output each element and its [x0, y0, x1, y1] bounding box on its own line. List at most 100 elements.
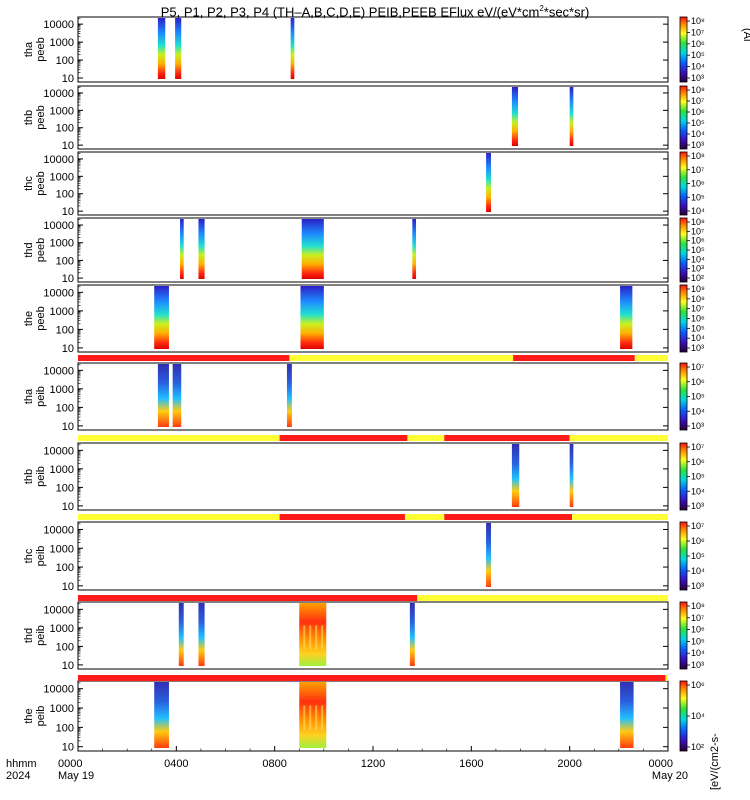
colorbar-tick-label: 10⁷ [691, 362, 704, 372]
colorbar-tick-label: 10³ [691, 73, 704, 83]
colorbar-scale [679, 217, 688, 283]
y-axis-label-line: peib [35, 546, 47, 567]
colorbar-tick-label: 10⁶ [691, 536, 705, 546]
y-tick-label: 100 [56, 641, 74, 653]
y-tick-label: 10 [62, 660, 74, 672]
y-tick-label: 10 [62, 581, 74, 593]
y-tick-label: 1000 [50, 306, 74, 318]
colorbar-tick-label: 10⁷ [691, 613, 704, 623]
y-tick-label: 1000 [50, 623, 74, 635]
spectrogram-burst [286, 364, 292, 427]
colorbar-tick-label: 10⁵ [691, 245, 705, 255]
colorbar-tick-label: 10⁶ [691, 107, 705, 117]
colorbar: 10⁷ 10⁶ 10⁵ 10⁴ 10³ [679, 362, 705, 431]
y-tick-label: 10000 [43, 287, 74, 299]
mode-segment [78, 595, 418, 601]
y-axis-label: thcpeeb [23, 171, 47, 195]
spectrogram-burst [290, 18, 295, 79]
y-tick-label: 100 [56, 55, 74, 67]
y-tick-label: 10000 [43, 365, 74, 377]
y-tick-label: 10 [62, 742, 74, 754]
colorbar-tick-label: 10⁴ [691, 254, 705, 264]
colorbar-scale [679, 284, 688, 353]
y-axis-label: thapeeb [23, 37, 47, 61]
y-tick-label: 10 [62, 501, 74, 513]
mode-segment [78, 675, 666, 681]
spectrogram-burst [180, 219, 184, 279]
colorbar-tick-label: 10⁶ [691, 457, 705, 467]
y-tick-label: 10000 [43, 445, 74, 457]
spectrogram-burst [409, 603, 415, 666]
mode-segment [404, 514, 445, 520]
spectrogram-burst [198, 219, 205, 279]
colorbar-tick-label: 10⁶ [691, 179, 705, 189]
panel-thd-peeb: 10000 1000 100 10 thdpeeb 10⁸10⁷10⁶10⁵10⁴10³1… [23, 217, 705, 285]
y-tick-label: 100 [56, 562, 74, 574]
y-tick-label: 10 [62, 140, 74, 152]
colorbar-tick-label: 10³ [691, 581, 704, 591]
y-axis-label-line: peib [35, 386, 47, 407]
footer-year: 2024 [6, 770, 30, 782]
colorbar-tick-label: 10⁴ [691, 206, 705, 216]
panel-the-peeb: 10000 1000 100 10 thepeeb 10⁹10⁸10⁷10⁶10⁵10⁴1… [23, 284, 705, 355]
colorbar-tick-label: 10⁴ [691, 62, 705, 72]
y-axis-label-line: tha [23, 41, 35, 57]
colorbar: 10⁶ 10⁴ 10² [679, 680, 705, 752]
spectrogram-burst [300, 286, 324, 349]
colorbar-tick-label: 10³ [691, 421, 704, 431]
spectrogram-burst [175, 18, 182, 79]
mode-segment [78, 435, 280, 441]
mode-segment [634, 355, 668, 361]
y-axis-label-line: thb [23, 110, 35, 125]
footer-date-start: May 19 [58, 770, 94, 782]
x-tick-label: 0800 [262, 758, 286, 770]
mode-segment [569, 435, 668, 441]
colorbar-tick-label: 10⁸ [691, 217, 705, 227]
y-tick-label: 100 [56, 402, 74, 414]
colorbar-tick-label: 10³ [691, 660, 704, 670]
colorbar-tick-label: 10⁵ [691, 551, 705, 561]
colorbar-tick-label: 10⁷ [691, 521, 704, 531]
y-tick-label: 1000 [50, 384, 74, 396]
spectrogram-burst [157, 364, 169, 427]
colorbar-tick-label: 10⁴ [691, 333, 705, 343]
x-tick-label: 1600 [459, 758, 483, 770]
y-axis-label: thepeeb [23, 306, 47, 330]
colorbar-tick-label: 10⁴ [691, 129, 705, 139]
y-tick-label: 100 [56, 123, 74, 135]
y-tick-label: 10000 [43, 524, 74, 536]
y-tick-label: 1000 [50, 171, 74, 183]
colorbar-scale [679, 151, 688, 216]
spectrogram-burst [198, 603, 205, 666]
colorbar-tick-label: 10⁶ [691, 680, 705, 690]
colorbar-tick-label: 10⁶ [691, 236, 705, 246]
colorbar-tick-label: 10⁸ [691, 151, 705, 161]
spectrogram-burst [486, 523, 491, 587]
colorbar-tick-label: 10⁵ [691, 472, 705, 482]
chart-title: P5, P1, P2, P3, P4 (TH–A,B,C,D,E) PEIB,P… [0, 0, 750, 21]
colorbar-tick-label: 10⁸ [691, 601, 705, 611]
mode-segment [407, 435, 445, 441]
panels-layer: 10000100010010thapeeb10⁸10⁷10⁶10⁵10⁴10³1… [23, 16, 705, 754]
colorbar: 10⁷ 10⁶ 10⁵ 10⁴ 10³ [679, 521, 705, 591]
colorbar-tick-label: 10⁷ [691, 226, 704, 236]
colorbar-tick-label: 10⁵ [691, 192, 705, 202]
y-axis-label: thdpeib [23, 625, 47, 646]
y-axis-label: thbpeib [23, 466, 47, 487]
mode-segment [289, 355, 514, 361]
y-axis-label-line: the [23, 311, 35, 326]
y-tick-label: 1000 [50, 464, 74, 476]
colorbar-tick-label: 10⁸ [691, 16, 705, 26]
colorbar-scale [679, 601, 688, 670]
panel-frame [77, 217, 669, 283]
mode-segment [78, 514, 280, 520]
y-axis-label-line: the [23, 708, 35, 723]
spectrogram-streak [315, 625, 318, 649]
chart-title-main: P5, P1, P2, P3, P4 (TH–A,B,C,D,E) PEIB,P… [160, 4, 540, 20]
